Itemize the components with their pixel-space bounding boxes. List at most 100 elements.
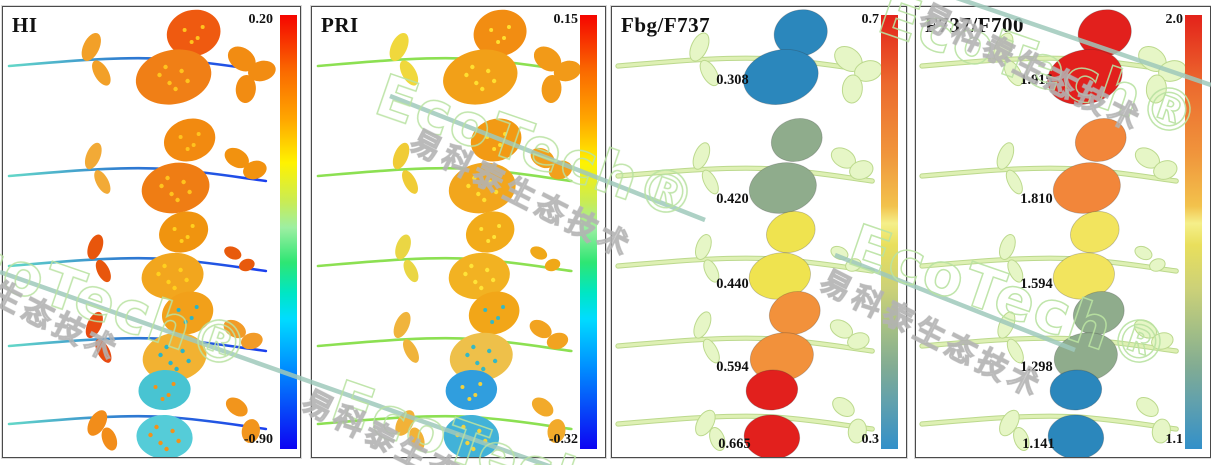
leaf (689, 32, 710, 62)
leaf (227, 46, 256, 72)
colorbar-max-label: 0.7 (861, 12, 880, 27)
leaf (1151, 418, 1171, 444)
leaf-value-label: 0.308 (716, 72, 748, 88)
leaf (248, 60, 276, 82)
leaf-speckle (496, 316, 501, 320)
leaf (709, 426, 726, 452)
leaf (465, 211, 515, 253)
leaf-speckle (481, 366, 486, 372)
leaf (392, 142, 410, 170)
leaf-speckle (489, 28, 494, 32)
plant-row (316, 369, 573, 457)
leaf (95, 339, 112, 363)
leaf (533, 46, 562, 72)
leaf-speckle (478, 382, 483, 386)
leaf-speckle (165, 175, 170, 181)
leaf-speckle (464, 72, 469, 78)
leaf (743, 414, 801, 457)
leaf (544, 258, 561, 272)
leaf (166, 9, 221, 57)
leaf-speckle (170, 428, 175, 434)
leaf-speckle (180, 348, 185, 354)
plant-row (7, 118, 268, 214)
leaf-speckle (497, 224, 502, 228)
leaf (85, 311, 103, 339)
leaf (699, 59, 720, 87)
leaf-speckle (471, 446, 476, 452)
leaf-speckle (159, 183, 164, 189)
leaf-speckle (492, 358, 498, 364)
leaf (841, 74, 863, 104)
leaf (225, 397, 248, 417)
leaf (1074, 118, 1127, 162)
leaf (1013, 426, 1030, 452)
plant-row: 0.420 (615, 118, 875, 214)
leaf-speckle (487, 348, 492, 354)
leaf-speckle (191, 143, 196, 147)
leaf (399, 60, 419, 86)
leaf (1149, 258, 1166, 272)
leaf-speckle (492, 147, 497, 151)
leaf-speckle (182, 28, 187, 32)
leaf-speckle (181, 179, 186, 185)
leaf (224, 246, 242, 260)
leaf-speckle (490, 277, 496, 283)
leaf (766, 210, 816, 254)
stem (7, 414, 268, 431)
panel-title: PRI (321, 13, 359, 37)
leaf-speckle (171, 382, 176, 386)
leaf (1070, 210, 1120, 254)
leaf-speckle (479, 285, 484, 291)
leaf-speckle (493, 189, 499, 195)
leaf-speckle (164, 446, 169, 452)
leaf-value-label: 0.665 (718, 436, 750, 452)
leaf-speckle (158, 440, 163, 446)
leaf-speckle (196, 132, 201, 136)
leaf-speckle (485, 135, 490, 139)
plants-image: 0.308 0.420 0.440 0.594 0.665 (615, 9, 883, 457)
leaf (997, 311, 1016, 339)
plants-image (316, 9, 582, 457)
leaf-speckle (189, 316, 194, 320)
leaf-speckle (470, 64, 475, 70)
leaf-speckle (471, 344, 476, 350)
leaf-speckle (460, 385, 465, 389)
leaf (695, 409, 716, 437)
leaf (743, 49, 819, 105)
leaf-speckle (157, 72, 162, 78)
leaf (84, 142, 102, 170)
leaf (94, 170, 111, 194)
leaf-speckle (186, 358, 191, 364)
plant-row: 1.810 (919, 118, 1179, 214)
colorbar (1185, 15, 1202, 449)
leaf (473, 9, 527, 57)
leaf-speckle (485, 267, 490, 273)
leaf-speckle (486, 239, 491, 243)
leaf-speckle (148, 432, 153, 438)
colorbar-min-label: -0.90 (243, 432, 273, 447)
plant-row (316, 211, 573, 300)
leaf-speckle (187, 189, 192, 195)
plant-row (7, 291, 268, 382)
stem (316, 336, 573, 353)
leaf-speckle (185, 235, 190, 239)
leaf-speckle (477, 428, 482, 434)
leaf-speckle (189, 40, 194, 44)
colorbar-max-label: 2.0 (1165, 12, 1184, 27)
leaf (402, 339, 419, 363)
leaf-speckle (166, 279, 171, 285)
stem (316, 256, 573, 273)
plant-row (316, 291, 573, 382)
leaf-speckle (483, 438, 488, 444)
leaf-speckle (501, 305, 506, 309)
leaf (224, 147, 249, 169)
plant-row: 0.594 (615, 291, 875, 382)
leaf-speckle (176, 438, 181, 444)
stem (316, 56, 573, 73)
leaf-speckle (465, 440, 470, 446)
leaf-speckle (162, 263, 167, 269)
leaf-speckle (502, 36, 507, 40)
leaf-speckle (167, 80, 172, 86)
leaf (702, 338, 720, 364)
leaf (141, 162, 210, 214)
